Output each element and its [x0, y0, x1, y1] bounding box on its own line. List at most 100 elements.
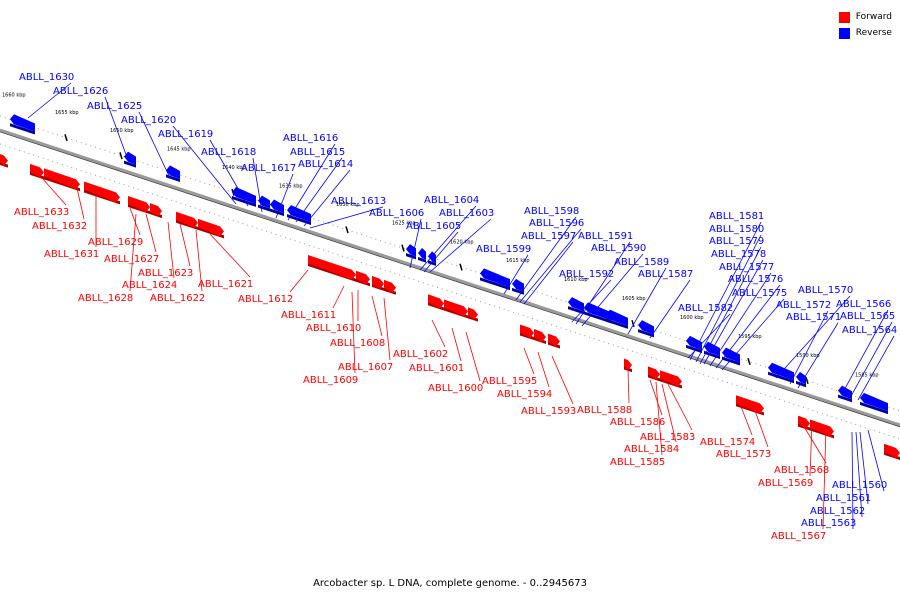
gene-label[interactable]: ABLL_1607: [338, 362, 393, 373]
gene-label[interactable]: ABLL_1585: [610, 457, 665, 468]
gene-label[interactable]: ABLL_1615: [290, 147, 345, 158]
gene-ABLL_1594[interactable]: [534, 329, 546, 344]
gene-label[interactable]: ABLL_1628: [78, 293, 133, 304]
gene-label[interactable]: ABLL_1598: [524, 206, 579, 217]
gene-label[interactable]: ABLL_1629: [88, 237, 143, 248]
gene-ABLL_1584[interactable]: [660, 370, 682, 389]
gene-label[interactable]: ABLL_1568: [774, 465, 829, 476]
gene-label[interactable]: ABLL_1631: [44, 249, 99, 260]
gene-ABLL_1589[interactable]: [606, 309, 628, 329]
gene-label[interactable]: ABLL_1580: [709, 224, 764, 235]
gene-label[interactable]: ABLL_1606: [369, 208, 424, 219]
gene-label[interactable]: ABLL_1610: [306, 323, 361, 334]
gene-label[interactable]: ABLL_1588: [577, 405, 632, 416]
gene-label[interactable]: ABLL_1576: [728, 274, 783, 285]
gene-ABLL_1618[interactable]: [270, 199, 284, 217]
gene-ABLL_1620[interactable]: [232, 187, 256, 207]
gene-label[interactable]: ABLL_1562: [810, 506, 865, 517]
gene-label[interactable]: ABLL_1596: [529, 218, 584, 229]
gene-label[interactable]: ABLL_1630: [19, 72, 74, 83]
gene-label[interactable]: ABLL_1604: [424, 195, 479, 206]
gene-ABLL_1612[interactable]: [308, 254, 356, 282]
gene-ABLL_1560[interactable]: [884, 443, 900, 460]
gene-label[interactable]: ABLL_1589: [614, 257, 669, 268]
gene-label[interactable]: ABLL_1581: [709, 211, 764, 222]
gene-label[interactable]: ABLL_1611: [281, 310, 336, 321]
gene-label[interactable]: ABLL_1621: [198, 279, 253, 290]
gene-label[interactable]: ABLL_1623: [138, 268, 193, 279]
gene-label[interactable]: ABLL_1612: [238, 294, 293, 305]
gene-label[interactable]: ABLL_1565: [840, 311, 895, 322]
gene-label[interactable]: ABLL_1569: [758, 478, 813, 489]
gene-label[interactable]: ABLL_1625: [87, 101, 142, 112]
gene-label[interactable]: ABLL_1595: [482, 376, 537, 387]
gene-label[interactable]: ABLL_1590: [591, 243, 646, 254]
gene-ABLL_1602[interactable]: [428, 294, 444, 311]
gene-label[interactable]: ABLL_1577: [719, 262, 774, 273]
gene-label[interactable]: ABLL_1619: [158, 129, 213, 140]
gene-label[interactable]: ABLL_1561: [816, 493, 871, 504]
gene-ABLL_1633[interactable]: [0, 154, 8, 168]
gene-label[interactable]: ABLL_1574: [700, 437, 755, 448]
gene-label[interactable]: ABLL_1571: [786, 312, 841, 323]
gene-ABLL_1598[interactable]: [512, 278, 524, 295]
gene-label[interactable]: ABLL_1573: [716, 449, 771, 460]
gene-ABLL_1568[interactable]: [798, 415, 810, 431]
gene-label[interactable]: ABLL_1633: [14, 207, 69, 218]
gene-label[interactable]: ABLL_1613: [331, 196, 386, 207]
gene-ABLL_1631[interactable]: [44, 168, 80, 192]
gene-label[interactable]: ABLL_1584: [624, 444, 679, 455]
gene-label[interactable]: ABLL_1564: [842, 325, 897, 336]
gene-ABLL_1588[interactable]: [624, 358, 632, 373]
gene-ABLL_1626[interactable]: [124, 151, 136, 168]
gene-label[interactable]: ABLL_1600: [428, 383, 483, 394]
gene-label[interactable]: ABLL_1594: [497, 389, 552, 400]
gene-label[interactable]: ABLL_1578: [711, 249, 766, 260]
gene-label[interactable]: ABLL_1567: [771, 531, 826, 542]
gene-ABLL_1567[interactable]: [810, 419, 834, 439]
gene-label[interactable]: ABLL_1603: [439, 208, 494, 219]
gene-ABLL_1611[interactable]: [356, 270, 370, 287]
gene-label[interactable]: ABLL_1626: [53, 86, 108, 97]
gene-label[interactable]: ABLL_1563: [801, 518, 856, 529]
gene-ABLL_1606[interactable]: [418, 248, 426, 263]
gene-label[interactable]: ABLL_1620: [121, 115, 176, 126]
gene-label[interactable]: ABLL_1608: [330, 338, 385, 349]
gene-ABLL_1601[interactable]: [444, 299, 468, 319]
gene-label[interactable]: ABLL_1616: [283, 133, 338, 144]
gene-ABLL_1632[interactable]: [30, 163, 44, 180]
gene-label[interactable]: ABLL_1593: [521, 406, 576, 417]
gene-label[interactable]: ABLL_1609: [303, 375, 358, 386]
gene-label[interactable]: ABLL_1570: [798, 285, 853, 296]
gene-label[interactable]: ABLL_1575: [732, 288, 787, 299]
gene-ABLL_1574[interactable]: [736, 395, 764, 416]
gene-label[interactable]: ABLL_1605: [406, 221, 461, 232]
gene-label[interactable]: ABLL_1624: [122, 280, 177, 291]
gene-ABLL_1590[interactable]: [584, 302, 612, 324]
gene-label[interactable]: ABLL_1599: [476, 244, 531, 255]
gene-ABLL_1587[interactable]: [638, 320, 654, 338]
gene-ABLL_1575[interactable]: [722, 347, 740, 366]
gene-label[interactable]: ABLL_1591: [578, 231, 633, 242]
gene-ABLL_1610[interactable]: [372, 275, 384, 291]
gene-ABLL_1630[interactable]: [10, 114, 35, 135]
gene-label[interactable]: ABLL_1602: [393, 349, 448, 360]
gene-ABLL_1586[interactable]: [648, 366, 660, 382]
gene-label[interactable]: ABLL_1627: [104, 254, 159, 265]
gene-ABLL_1622[interactable]: [176, 211, 198, 230]
gene-ABLL_1570[interactable]: [768, 362, 794, 384]
gene-label[interactable]: ABLL_1572: [776, 300, 831, 311]
gene-label[interactable]: ABLL_1632: [32, 221, 87, 232]
gene-label[interactable]: ABLL_1592: [559, 269, 614, 280]
gene-ABLL_1566[interactable]: [838, 385, 852, 403]
gene-ABLL_1621[interactable]: [198, 218, 224, 239]
gene-ABLL_1571[interactable]: [796, 371, 806, 388]
gene-label[interactable]: ABLL_1587: [638, 269, 693, 280]
gene-label[interactable]: ABLL_1579: [709, 236, 764, 247]
gene-ABLL_1595[interactable]: [520, 324, 534, 341]
gene-ABLL_1591[interactable]: [568, 297, 584, 315]
gene-ABLL_1564[interactable]: [860, 392, 888, 415]
gene-label[interactable]: ABLL_1583: [640, 432, 695, 443]
gene-ABLL_1599[interactable]: [480, 268, 510, 291]
gene-ABLL_1607[interactable]: [384, 279, 396, 295]
